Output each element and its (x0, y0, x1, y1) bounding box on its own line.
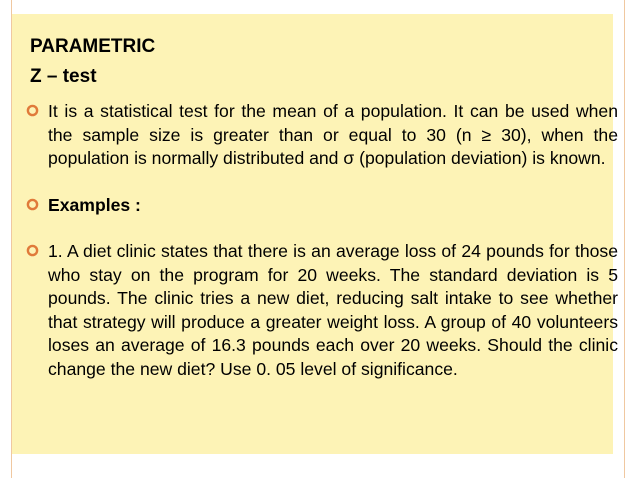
left-rule-line (11, 0, 12, 478)
bullet-item-examples: Examples : (26, 194, 618, 218)
ring-bullet-icon (26, 244, 39, 257)
slide-subtitle: Z – test (30, 66, 97, 87)
bullet-item-definition: It is a statistical test for the mean of… (26, 100, 618, 171)
bullet-item-example-1: 1. A diet clinic states that there is an… (26, 240, 618, 381)
bullet-text: It is a statistical test for the mean of… (48, 101, 618, 168)
slide-title: PARAMETRIC (30, 36, 156, 57)
bullet-text: 1. A diet clinic states that there is an… (48, 241, 618, 379)
ring-bullet-icon (26, 104, 39, 117)
right-rule-line (624, 0, 625, 478)
ring-bullet-icon (26, 198, 39, 211)
bullet-text: Examples : (48, 195, 141, 215)
slide-content-area: PARAMETRIC Z – test It is a statistical … (12, 14, 618, 454)
top-band (0, 0, 638, 14)
